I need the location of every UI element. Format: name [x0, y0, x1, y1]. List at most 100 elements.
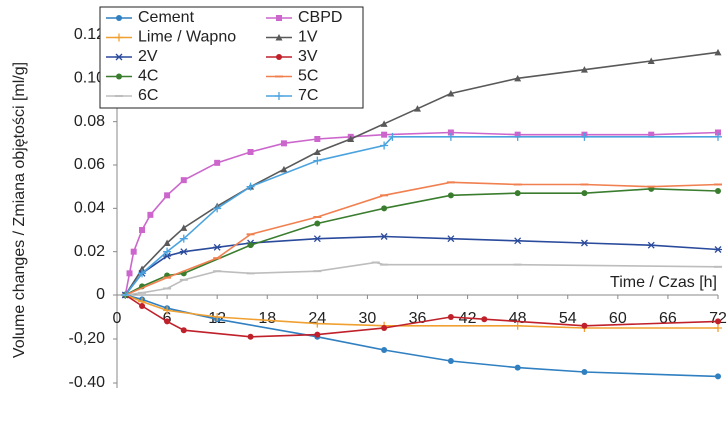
marker	[280, 165, 288, 173]
marker	[580, 132, 589, 141]
marker	[513, 321, 522, 330]
marker	[314, 220, 321, 227]
marker	[116, 73, 122, 80]
marker	[116, 15, 122, 21]
marker	[275, 34, 283, 41]
marker	[715, 188, 721, 194]
legend-marker	[276, 15, 282, 21]
marker	[115, 53, 123, 61]
marker	[247, 149, 254, 155]
marker	[514, 74, 522, 82]
marker	[247, 242, 254, 249]
marker	[581, 322, 588, 329]
marker	[179, 234, 188, 243]
marker	[514, 364, 521, 371]
y-tick-label: -0.40	[69, 374, 106, 391]
marker	[513, 237, 522, 245]
x-tick-label: 36	[409, 310, 427, 327]
legend-marker	[116, 15, 122, 21]
marker	[446, 235, 455, 243]
x-tick-label: 54	[559, 310, 577, 327]
x-tick-label: 0	[113, 310, 122, 327]
marker	[513, 132, 522, 141]
x-tick-label: 18	[258, 310, 276, 327]
marker	[714, 324, 722, 332]
marker	[313, 148, 321, 155]
marker	[715, 373, 721, 380]
y-axis-label: Volume changes / Zmiana objętości [ml/g]	[11, 62, 28, 358]
marker	[414, 105, 421, 112]
legend-label: CBPD	[298, 9, 342, 26]
legend-label: 5C	[298, 68, 318, 85]
marker	[179, 248, 188, 256]
marker	[715, 318, 721, 325]
legend-marker	[116, 73, 122, 80]
marker	[715, 129, 721, 136]
legend-label: 1V	[298, 29, 318, 46]
marker	[380, 141, 389, 150]
marker	[139, 303, 146, 309]
marker	[214, 159, 221, 166]
marker	[275, 92, 283, 100]
marker	[138, 269, 147, 278]
y-tick-label: 0.12	[74, 26, 105, 43]
legend-label: 3V	[298, 48, 318, 65]
marker	[247, 333, 254, 340]
y-tick-label: -0,20	[69, 330, 106, 347]
marker	[180, 327, 187, 334]
x-axis-label: Time / Czas [h]	[610, 274, 717, 291]
series-line	[124, 51, 719, 296]
marker	[314, 331, 321, 338]
marker	[714, 246, 722, 253]
marker	[213, 313, 222, 321]
y-tick-label: 0	[96, 286, 105, 303]
marker	[313, 235, 322, 243]
x-tick-label: 30	[359, 310, 377, 327]
marker	[447, 358, 454, 364]
marker	[381, 347, 388, 353]
series-line	[124, 188, 719, 296]
marker	[380, 233, 389, 240]
x-tick-label: 48	[509, 310, 527, 327]
marker	[138, 265, 146, 272]
marker	[314, 136, 321, 142]
marker	[280, 140, 287, 147]
marker	[514, 190, 521, 197]
marker	[163, 239, 171, 246]
marker	[164, 318, 171, 325]
series-line	[124, 131, 719, 296]
marker	[213, 204, 222, 213]
marker	[447, 314, 454, 320]
series-line	[125, 294, 719, 378]
x-tick-label: 66	[659, 310, 677, 327]
marker	[163, 306, 172, 315]
marker	[647, 57, 655, 64]
legend-label: 2V	[138, 48, 158, 65]
marker	[580, 239, 589, 247]
marker	[447, 90, 455, 97]
series	[122, 292, 721, 340]
marker	[446, 132, 455, 141]
marker	[581, 190, 588, 197]
marker	[381, 325, 388, 331]
marker	[130, 248, 137, 255]
marker	[347, 135, 355, 142]
legend-marker	[115, 33, 123, 42]
marker	[581, 369, 588, 375]
marker	[381, 205, 388, 212]
y-tick-label: 0.08	[74, 113, 105, 130]
legend-marker	[276, 54, 282, 60]
marker	[580, 66, 588, 73]
marker	[126, 270, 133, 277]
x-tick-label: 60	[609, 310, 627, 327]
marker	[163, 247, 172, 256]
legend-marker	[115, 53, 123, 61]
marker	[447, 192, 454, 199]
y-tick-label: 0.02	[74, 243, 105, 260]
marker	[213, 243, 222, 251]
marker	[115, 33, 123, 42]
legend-label: Cement	[138, 9, 195, 26]
marker	[313, 319, 322, 328]
y-tick-label: 0.06	[74, 156, 105, 173]
